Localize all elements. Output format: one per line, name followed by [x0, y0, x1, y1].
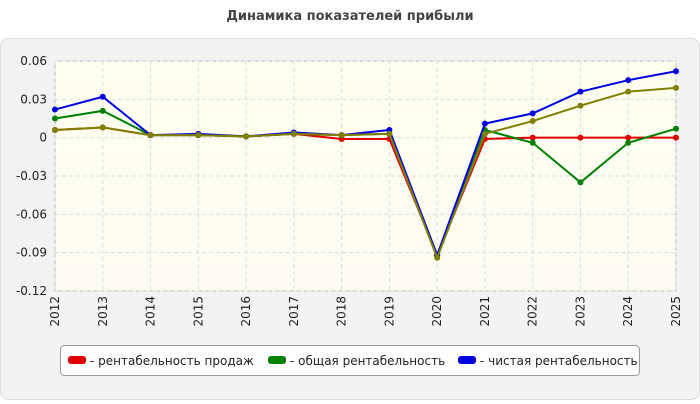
data-point	[99, 107, 106, 114]
x-tick-label: 2024	[621, 296, 635, 327]
data-point	[52, 106, 58, 113]
x-tick-label: 2016	[239, 296, 253, 327]
x-tick-label: 2023	[573, 296, 587, 327]
legend-swatch	[68, 356, 86, 364]
x-tick-label: 2025	[669, 296, 683, 327]
data-point	[52, 115, 58, 122]
data-point	[52, 127, 58, 133]
y-tick-label: -0.09	[16, 246, 47, 260]
data-point	[625, 134, 632, 141]
data-point	[529, 118, 536, 125]
data-point	[243, 133, 250, 140]
data-point	[195, 132, 202, 139]
chart-title: Динамика показателей прибыли	[226, 9, 473, 24]
data-point	[481, 130, 488, 137]
legend-swatch	[458, 356, 476, 364]
data-point	[625, 88, 632, 95]
data-point	[434, 254, 441, 261]
y-tick-label: -0.03	[16, 169, 47, 183]
data-point	[673, 68, 679, 75]
legend-label: - общая рентабельность	[290, 354, 445, 368]
data-point	[386, 130, 393, 137]
data-point	[673, 125, 679, 132]
data-point	[147, 132, 154, 139]
data-point	[673, 134, 679, 141]
data-point	[577, 179, 584, 186]
data-point	[481, 120, 488, 127]
y-tick-label: 0.06	[20, 54, 47, 68]
data-point	[673, 84, 679, 91]
x-tick-label: 2020	[430, 296, 444, 327]
x-tick-label: 2021	[478, 296, 492, 327]
data-point	[625, 77, 632, 84]
data-point	[577, 102, 584, 109]
data-point	[577, 88, 584, 95]
x-tick-label: 2022	[526, 296, 540, 327]
series-line	[54, 86, 677, 261]
y-tick-label: 0.03	[20, 92, 47, 106]
data-point	[529, 134, 536, 141]
y-tick-label: -0.06	[16, 207, 47, 221]
y-tick-label: 0	[39, 131, 47, 145]
legend-label: - чистая рентабельность	[480, 354, 638, 368]
x-tick-label: 2015	[191, 296, 205, 327]
data-point	[529, 139, 536, 146]
data-point	[529, 110, 536, 117]
data-point	[290, 130, 297, 137]
x-tick-label: 2019	[382, 296, 396, 327]
x-tick-label: 2018	[335, 296, 349, 327]
legend-label: - рентабельность продаж	[90, 354, 254, 368]
x-tick-label: 2012	[48, 296, 62, 327]
legend-swatch	[268, 356, 286, 364]
x-tick-label: 2017	[287, 296, 301, 327]
x-tick-label: 2013	[96, 296, 110, 327]
data-point	[625, 139, 632, 146]
data-point	[577, 134, 584, 141]
legend	[60, 345, 640, 376]
data-point	[99, 93, 106, 100]
data-point	[99, 124, 106, 131]
data-point	[338, 132, 345, 139]
x-tick-label: 2014	[144, 296, 158, 327]
y-tick-label: -0.12	[16, 284, 47, 298]
